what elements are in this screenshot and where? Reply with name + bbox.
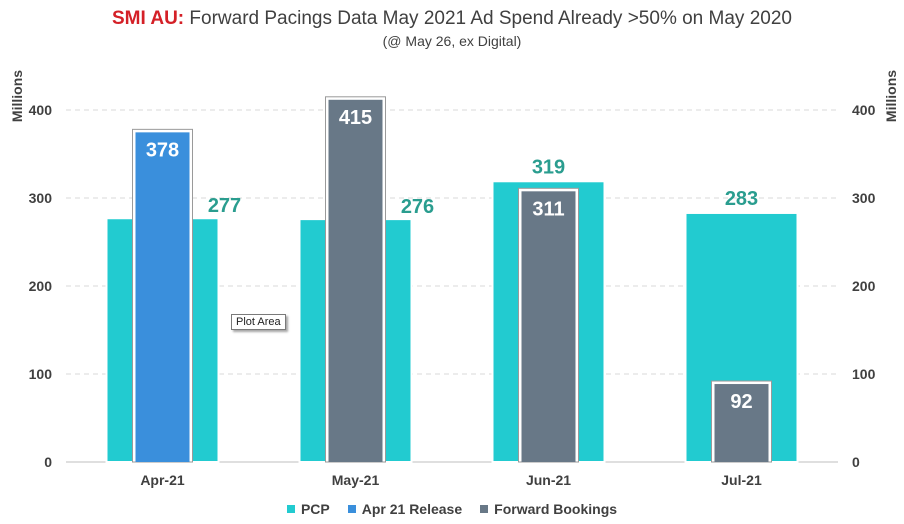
legend-swatch (286, 505, 295, 513)
chart-title: SMI AU: Forward Pacings Data May 2021 Ad… (0, 8, 904, 30)
data-label-pcp: 277 (208, 195, 241, 217)
legend-item-pcp[interactable]: PCP (286, 501, 330, 517)
y-tick-left: 200 (29, 278, 53, 294)
bar-apr21-release (135, 132, 190, 463)
chart-subtitle: (@ May 26, ex Digital) (382, 33, 522, 49)
data-label-overlay: 415 (339, 107, 372, 129)
y-tick-left: 100 (29, 366, 53, 382)
legend: PCP Apr 21 Release Forward Bookings (0, 501, 904, 517)
title-prefix: SMI AU: (112, 8, 185, 29)
bar-forward-bookings (521, 191, 576, 462)
bar-forward-bookings (328, 99, 383, 463)
x-tick-label: May-21 (332, 472, 380, 488)
y-tick-right: 200 (852, 278, 876, 294)
x-tick-label: Jul-21 (721, 472, 762, 488)
legend-label: Forward Bookings (494, 501, 618, 517)
x-tick-label: Jun-21 (526, 472, 571, 488)
title-text: Forward Pacings Data May 2021 Ad Spend A… (189, 8, 792, 29)
legend-label: PCP (300, 501, 330, 517)
data-label-overlay: 378 (146, 139, 179, 161)
data-label-overlay: 311 (532, 198, 564, 220)
y-tick-right: 0 (852, 454, 860, 470)
plot-area-tooltip: Plot Area (231, 314, 286, 330)
x-tick-label: Apr-21 (140, 472, 185, 488)
legend-swatch (480, 505, 489, 513)
data-label-pcp: 283 (725, 188, 758, 210)
y-tick-left: 300 (29, 190, 53, 206)
y-tick-left: 400 (29, 102, 53, 118)
legend-label: Apr 21 Release (361, 501, 463, 517)
data-label-pcp: 319 (532, 156, 565, 178)
data-label-pcp: 276 (401, 196, 434, 218)
y-tick-right: 400 (852, 102, 876, 118)
y-tick-right: 300 (852, 190, 876, 206)
y-tick-right: 100 (852, 366, 876, 382)
legend-item-forward-bookings[interactable]: Forward Bookings (480, 501, 617, 517)
legend-item-apr-21-release[interactable]: Apr 21 Release (347, 501, 463, 517)
data-label-overlay: 92 (730, 391, 752, 413)
bar-forward-bookings (714, 384, 769, 462)
y-tick-left: 0 (44, 454, 52, 470)
legend-swatch (347, 505, 356, 513)
